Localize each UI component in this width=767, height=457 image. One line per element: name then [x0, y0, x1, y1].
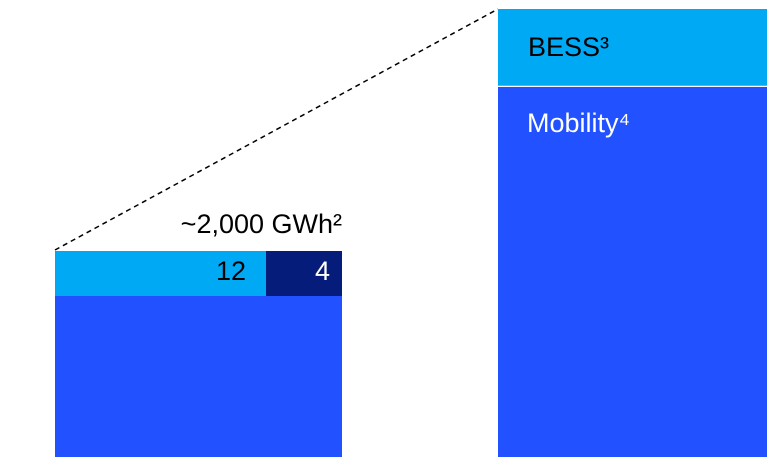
right-main-segment — [498, 87, 767, 457]
left-main-segment — [55, 296, 342, 457]
segment-label: 4 — [315, 256, 330, 286]
total-label: ~2,000 GWh² — [181, 209, 342, 239]
segment-label: Mobility⁴ — [527, 108, 630, 138]
right-top-segment — [498, 9, 767, 86]
segment-label: BESS³ — [528, 32, 609, 62]
left-dark-segment — [266, 251, 342, 296]
connector-line — [54, 8, 499, 251]
segment-label: 12 — [216, 256, 246, 286]
